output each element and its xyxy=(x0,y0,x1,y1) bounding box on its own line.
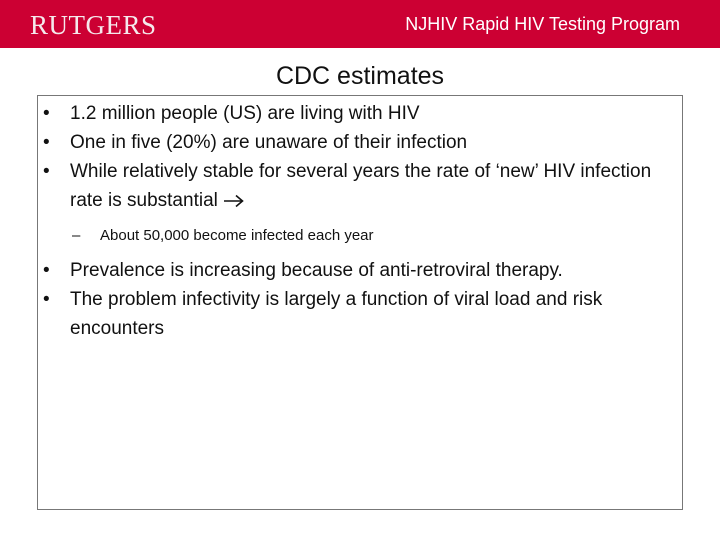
bullet-text: One in five (20%) are unaware of their i… xyxy=(70,132,468,153)
sub-bullet-item: – About 50,000 become infected each year xyxy=(0,226,660,246)
bullet-text: While relatively stable for several year… xyxy=(70,161,652,211)
bullet-marker: • xyxy=(43,289,50,310)
program-title: NJHIV Rapid HIV Testing Program xyxy=(405,14,680,34)
bullet-marker: • xyxy=(43,103,50,124)
bullet-marker: • xyxy=(43,260,50,281)
sub-bullet-marker: – xyxy=(72,227,81,244)
bullet-text: 1.2 million people (US) are living with … xyxy=(70,103,420,124)
right-arrow-icon xyxy=(223,194,244,208)
bullet-item: • The problem infectivity is largely a f… xyxy=(0,285,660,343)
bullet-text: Prevalence is increasing because of anti… xyxy=(70,260,563,281)
bullet-item: • While relatively stable for several ye… xyxy=(0,157,660,215)
rutgers-logo: RUTGERS xyxy=(30,10,157,40)
bullet-item: • 1.2 million people (US) are living wit… xyxy=(0,99,660,128)
header-bar: RUTGERS NJHIV Rapid HIV Testing Program xyxy=(0,0,720,48)
slide-title: CDC estimates xyxy=(275,62,445,90)
bullet-marker: • xyxy=(43,132,50,153)
bullet-item: • One in five (20%) are unaware of their… xyxy=(0,128,660,157)
content-box xyxy=(37,95,683,510)
bullet-marker: • xyxy=(43,161,50,182)
bullet-text: The problem infectivity is largely a fun… xyxy=(70,289,603,339)
bullet-item: • Prevalence is increasing because of an… xyxy=(0,256,660,285)
bullet-list: • 1.2 million people (US) are living wit… xyxy=(0,99,660,343)
sub-bullet-text: About 50,000 become infected each year xyxy=(100,227,374,244)
